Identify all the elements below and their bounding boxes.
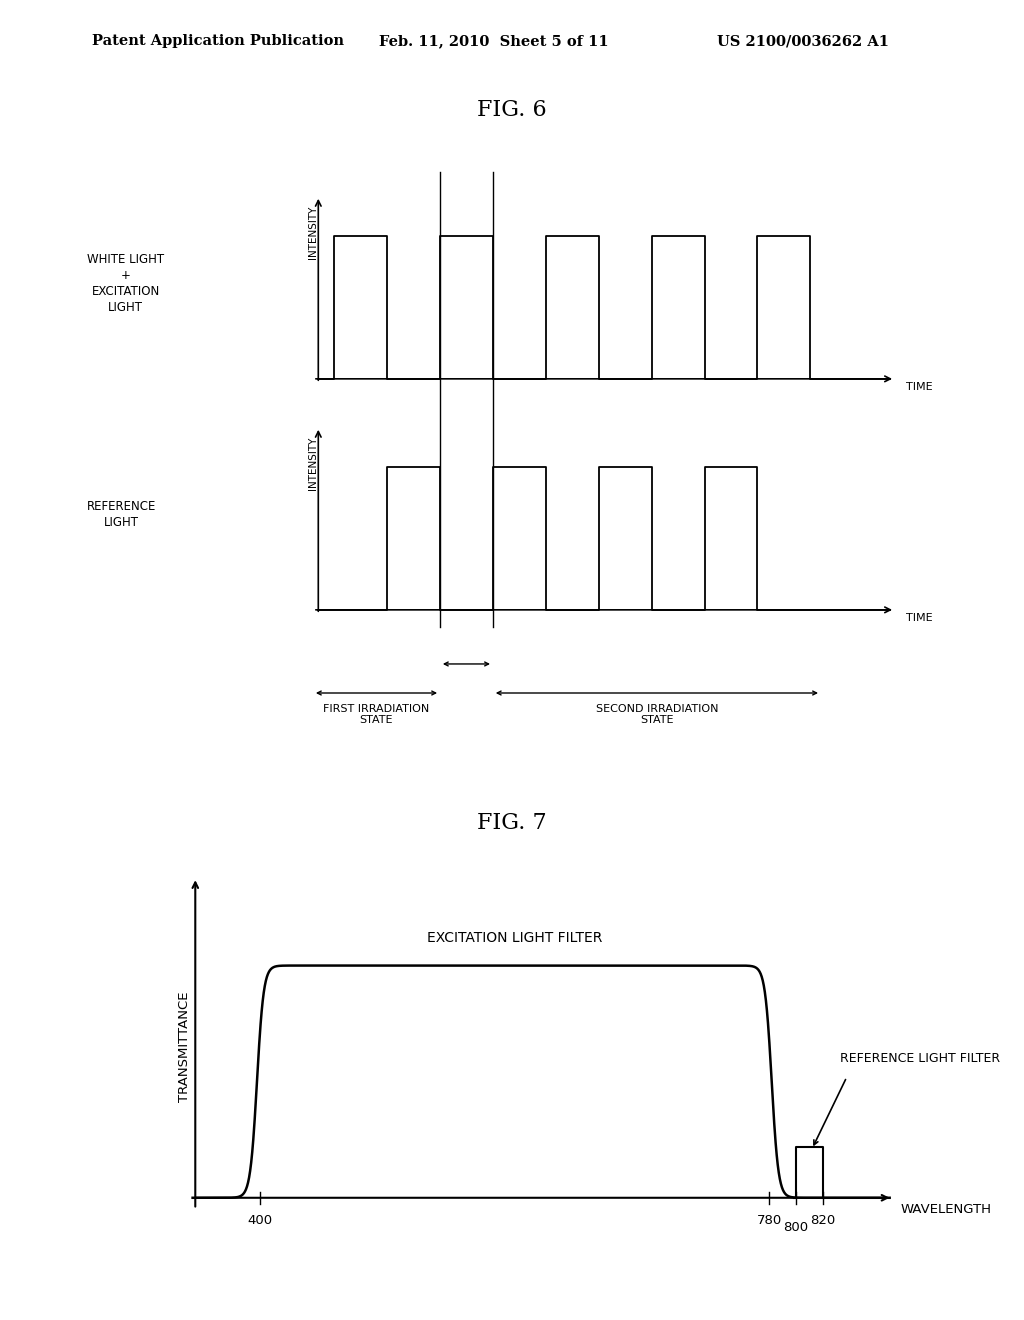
Text: US 2100/0036262 A1: US 2100/0036262 A1	[717, 34, 889, 49]
Text: 800: 800	[783, 1221, 808, 1234]
Text: EXCITATION LIGHT FILTER: EXCITATION LIGHT FILTER	[427, 931, 602, 945]
Text: TRANSMITTANCE: TRANSMITTANCE	[178, 991, 191, 1102]
Text: FIG. 7: FIG. 7	[477, 812, 547, 834]
Text: 400: 400	[247, 1214, 272, 1228]
Text: WAVELENGTH: WAVELENGTH	[900, 1203, 991, 1216]
Text: FIG. 6: FIG. 6	[477, 99, 547, 121]
Text: Feb. 11, 2010  Sheet 5 of 11: Feb. 11, 2010 Sheet 5 of 11	[379, 34, 608, 49]
Text: REFERENCE LIGHT FILTER: REFERENCE LIGHT FILTER	[840, 1052, 1000, 1065]
Text: INTENSITY: INTENSITY	[307, 436, 317, 490]
Text: WHITE LIGHT
+
EXCITATION
LIGHT: WHITE LIGHT + EXCITATION LIGHT	[87, 253, 164, 314]
Text: TIME: TIME	[905, 614, 932, 623]
Text: FIRST IRRADIATION
STATE: FIRST IRRADIATION STATE	[324, 704, 430, 725]
Text: Patent Application Publication: Patent Application Publication	[92, 34, 344, 49]
Text: 780: 780	[757, 1214, 781, 1228]
Text: 820: 820	[810, 1214, 836, 1228]
Text: SECOND IRRADIATION
STATE: SECOND IRRADIATION STATE	[596, 704, 718, 725]
Text: REFERENCE
LIGHT: REFERENCE LIGHT	[87, 500, 157, 529]
Text: TIME: TIME	[905, 383, 932, 392]
Text: INTENSITY: INTENSITY	[307, 205, 317, 259]
